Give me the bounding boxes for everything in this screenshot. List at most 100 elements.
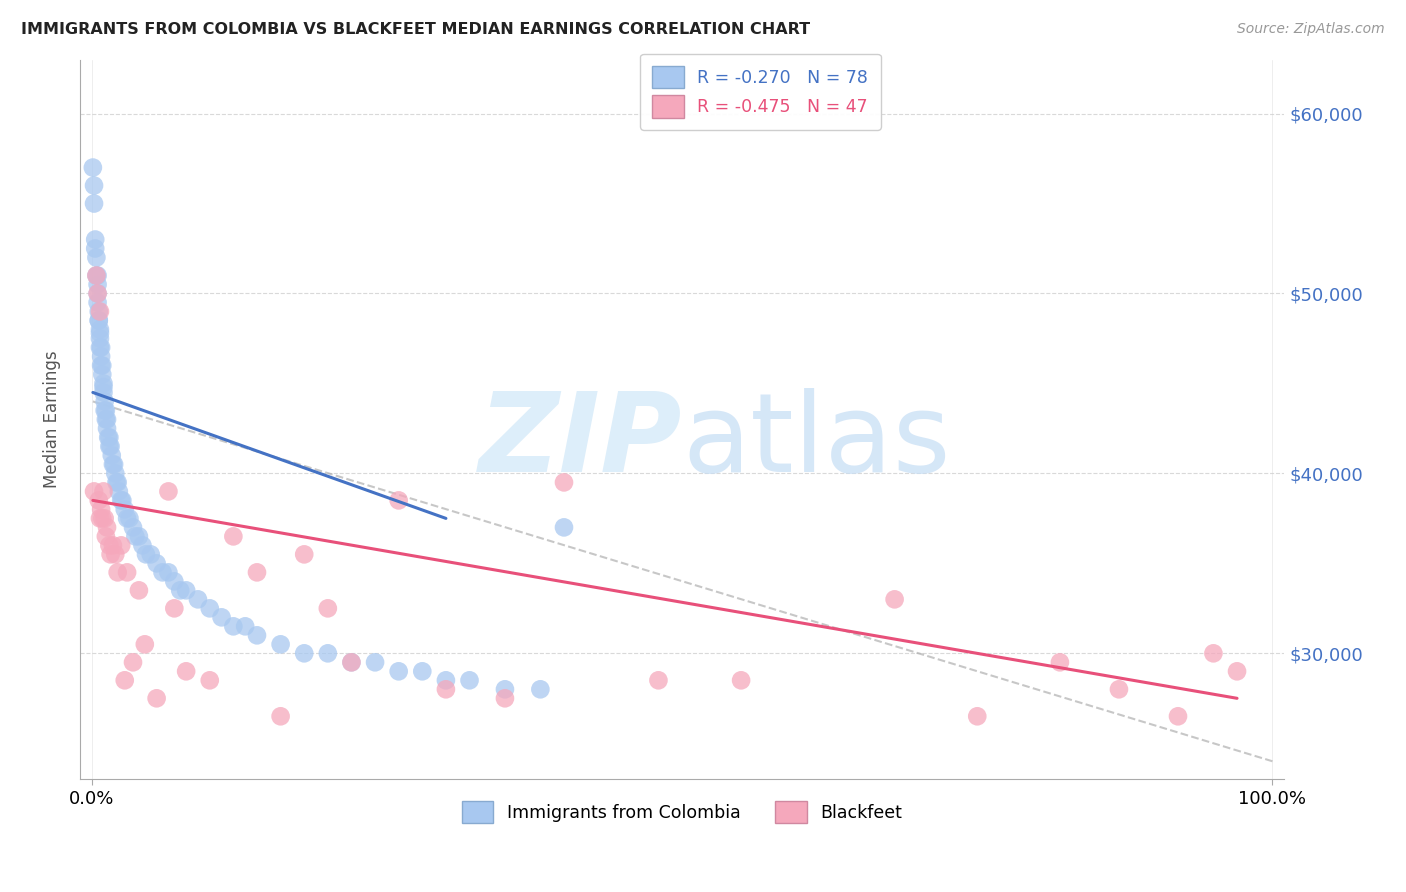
Point	[89, 322, 111, 336]
Text: Source: ZipAtlas.com: Source: ZipAtlas.com	[1237, 22, 1385, 37]
Point	[93, 376, 115, 391]
Point	[246, 628, 269, 642]
Point	[494, 682, 516, 697]
Point	[87, 313, 110, 327]
Point	[107, 566, 129, 580]
Point	[101, 538, 124, 552]
Point	[96, 421, 118, 435]
Point	[105, 475, 128, 490]
Point	[86, 286, 108, 301]
Point	[145, 691, 167, 706]
Point	[91, 359, 114, 373]
Point	[86, 268, 108, 283]
Point	[187, 592, 209, 607]
Point	[1049, 656, 1071, 670]
Point	[84, 242, 107, 256]
Point	[1202, 646, 1225, 660]
Point	[96, 412, 118, 426]
Point	[1108, 682, 1130, 697]
Point	[100, 449, 122, 463]
Point	[134, 637, 156, 651]
Point	[89, 304, 111, 318]
Point	[292, 547, 315, 561]
Point	[93, 403, 115, 417]
Point	[87, 493, 110, 508]
Point	[98, 439, 121, 453]
Point	[108, 484, 131, 499]
Point	[222, 619, 245, 633]
Text: ZIP: ZIP	[478, 387, 682, 494]
Point	[529, 682, 551, 697]
Point	[647, 673, 669, 688]
Point	[91, 368, 114, 382]
Point	[90, 350, 112, 364]
Point	[83, 178, 105, 193]
Point	[434, 682, 457, 697]
Point	[316, 601, 339, 615]
Point	[93, 394, 115, 409]
Point	[94, 412, 117, 426]
Point	[233, 619, 256, 633]
Point	[131, 538, 153, 552]
Point	[86, 277, 108, 292]
Point	[211, 610, 233, 624]
Point	[122, 520, 145, 534]
Point	[93, 380, 115, 394]
Point	[89, 326, 111, 340]
Point	[94, 529, 117, 543]
Point	[124, 529, 146, 543]
Point	[110, 538, 132, 552]
Point	[883, 592, 905, 607]
Point	[340, 656, 363, 670]
Point	[100, 439, 122, 453]
Point	[198, 673, 221, 688]
Point	[222, 529, 245, 543]
Point	[494, 691, 516, 706]
Point	[104, 547, 127, 561]
Point	[107, 475, 129, 490]
Point	[86, 268, 108, 283]
Point	[1226, 665, 1249, 679]
Point	[163, 574, 186, 589]
Point	[434, 673, 457, 688]
Point	[96, 520, 118, 534]
Point	[82, 161, 104, 175]
Point	[111, 493, 134, 508]
Point	[98, 538, 121, 552]
Point	[169, 583, 191, 598]
Point	[118, 511, 141, 525]
Point	[115, 566, 138, 580]
Point	[292, 646, 315, 660]
Point	[145, 557, 167, 571]
Point	[87, 304, 110, 318]
Point	[246, 566, 269, 580]
Point	[128, 583, 150, 598]
Point	[458, 673, 481, 688]
Point	[84, 233, 107, 247]
Point	[553, 475, 575, 490]
Point	[966, 709, 988, 723]
Point	[270, 709, 292, 723]
Point	[388, 665, 411, 679]
Point	[104, 467, 127, 481]
Point	[128, 529, 150, 543]
Point	[388, 493, 411, 508]
Point	[122, 656, 145, 670]
Text: atlas: atlas	[682, 387, 950, 494]
Point	[103, 458, 125, 472]
Point	[83, 196, 105, 211]
Point	[91, 511, 114, 525]
Point	[86, 295, 108, 310]
Point	[114, 673, 136, 688]
Point	[730, 673, 752, 688]
Point	[100, 547, 122, 561]
Point	[198, 601, 221, 615]
Point	[1167, 709, 1189, 723]
Point	[98, 430, 121, 444]
Point	[115, 511, 138, 525]
Point	[101, 458, 124, 472]
Point	[93, 385, 115, 400]
Point	[174, 583, 197, 598]
Point	[89, 341, 111, 355]
Point	[90, 359, 112, 373]
